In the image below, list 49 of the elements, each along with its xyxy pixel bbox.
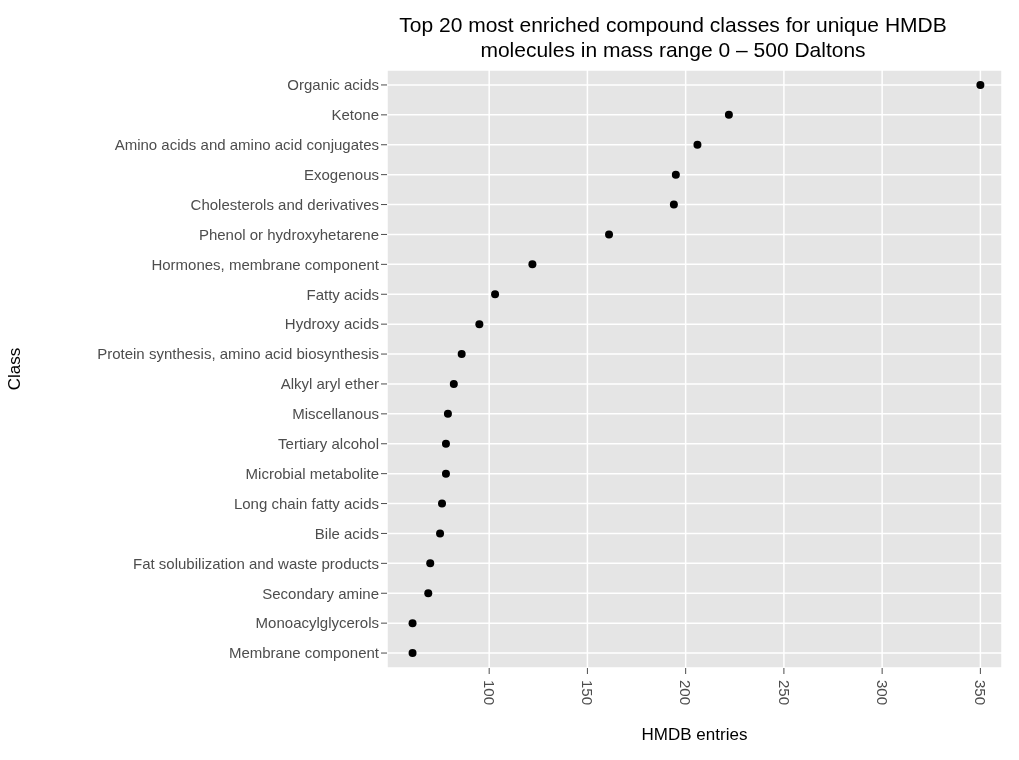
y-tick-label: Hormones, membrane component [151, 255, 380, 273]
point [724, 110, 733, 119]
y-tick-label: Long chain fatty acids [233, 494, 379, 512]
y-tick-label: Cholesterols and derivatives [190, 195, 379, 213]
point [475, 320, 484, 329]
point [441, 469, 450, 478]
point [669, 200, 678, 209]
point [441, 439, 450, 448]
x-tick-label: 250 [775, 680, 793, 706]
y-tick-label: Exogenous [303, 165, 379, 183]
y-axis-title: Class [5, 347, 25, 391]
y-tick-label: Alkyl aryl ether [280, 375, 379, 393]
chart-title: Top 20 most enriched compound classes for unique HMDB molecules in mass range 0 – 500 Daltons [398, 12, 948, 63]
y-tick-label: Hydroxy acids [284, 315, 379, 333]
x-tick-label: 350 [972, 680, 990, 706]
y-tick-label: Protein synthesis, amino acid biosynthesis [97, 345, 379, 363]
point [408, 649, 417, 658]
x-tick-label: 200 [677, 680, 695, 706]
x-tick-label: 150 [579, 680, 597, 706]
y-tick-label: Phenol or hydroxyhetarene [198, 225, 379, 243]
y-tick-label: Monoacylglycerols [255, 614, 379, 632]
point [457, 350, 466, 359]
point [426, 559, 435, 568]
point [438, 499, 447, 508]
point [443, 409, 452, 418]
point [528, 260, 537, 269]
y-tick-label: Microbial metabolite [245, 464, 379, 482]
y-tick-label: Fat solubilization and waste products [133, 554, 379, 572]
point [424, 589, 433, 598]
x-tick-label: 300 [873, 680, 891, 706]
x-axis-title: HMDB entries [641, 725, 748, 744]
y-tick-label: Organic acids [287, 76, 379, 94]
point [491, 290, 500, 299]
y-tick-label: Bile acids [314, 524, 379, 542]
point [693, 140, 702, 149]
point [436, 529, 445, 538]
y-tick-label: Amino acids and amino acid conjugates [114, 136, 379, 154]
y-tick-label: Tertiary alcohol [278, 435, 379, 453]
x-tick-label: 100 [480, 680, 498, 706]
point [408, 619, 417, 628]
y-tick-label: Miscellanous [292, 405, 379, 423]
y-tick-label: Secondary amine [262, 584, 379, 602]
y-tick-label: Fatty acids [306, 285, 379, 303]
y-tick-label: Membrane component [228, 644, 380, 662]
point [671, 170, 680, 179]
point [976, 80, 985, 89]
y-tick-label: Ketone [331, 106, 379, 124]
point [605, 230, 614, 239]
point [449, 379, 458, 388]
